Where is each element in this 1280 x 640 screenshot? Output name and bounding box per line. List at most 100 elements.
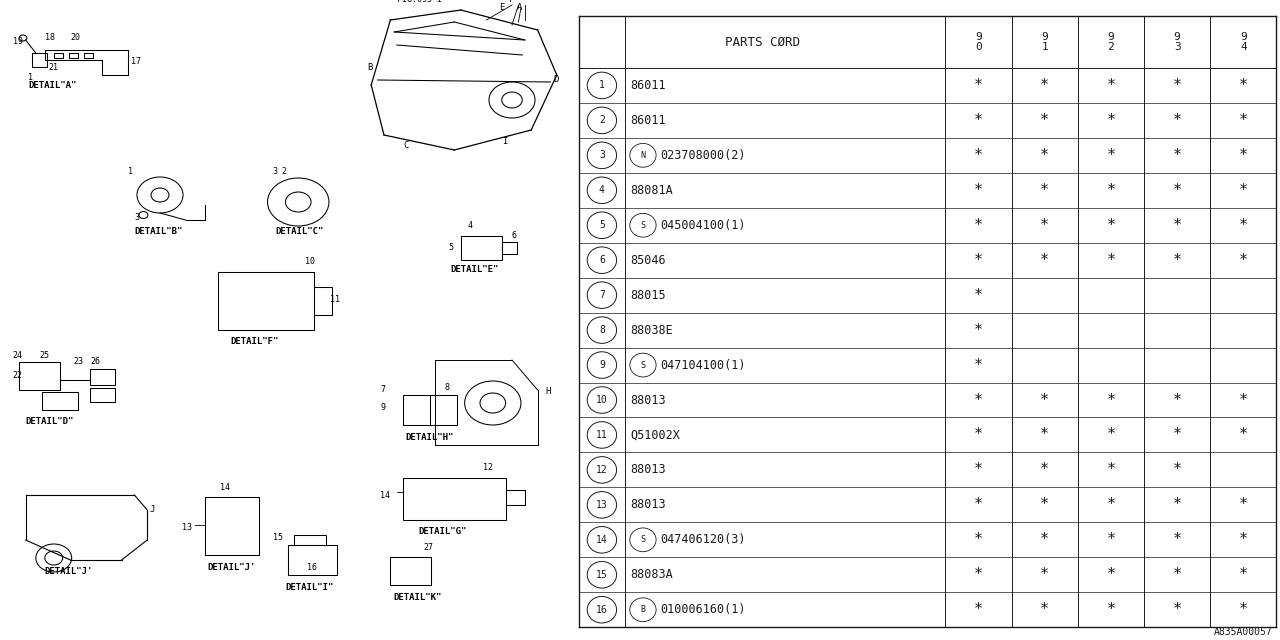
Text: 25: 25 [40, 351, 50, 360]
Text: 9: 9 [599, 360, 605, 370]
Text: *: * [1172, 78, 1181, 93]
Text: A: A [517, 3, 522, 12]
Text: *: * [1106, 148, 1115, 163]
Text: 88083A: 88083A [630, 568, 673, 581]
Text: *: * [1041, 148, 1050, 163]
Text: 1: 1 [128, 168, 133, 177]
Bar [314, 287, 332, 315]
Bar [218, 272, 314, 330]
Bar [69, 53, 78, 58]
Text: 16: 16 [596, 605, 608, 615]
Text: *: * [1172, 113, 1181, 128]
Text: 15: 15 [596, 570, 608, 580]
Text: *: * [974, 602, 983, 617]
Text: DETAIL"C": DETAIL"C" [275, 227, 324, 237]
Text: S: S [640, 360, 645, 369]
Text: 23: 23 [73, 358, 83, 367]
Text: S: S [640, 535, 645, 544]
Text: 27: 27 [424, 543, 434, 552]
Text: 12: 12 [483, 463, 493, 472]
Text: *: * [1239, 532, 1248, 547]
Bar [294, 535, 326, 545]
Text: *: * [974, 78, 983, 93]
Text: 9
2: 9 2 [1107, 33, 1115, 52]
Text: *: * [1106, 567, 1115, 582]
Text: 88015: 88015 [630, 289, 666, 301]
Text: 3: 3 [599, 150, 605, 161]
Text: F: F [509, 0, 515, 4]
Text: 22: 22 [13, 371, 23, 380]
Bar [42, 392, 78, 410]
Text: I: I [502, 138, 507, 147]
Text: *: * [1041, 392, 1050, 408]
Text: B: B [640, 605, 645, 614]
Text: 10: 10 [596, 395, 608, 405]
Text: 85046: 85046 [630, 253, 666, 267]
Bar [90, 369, 115, 385]
Text: 9
0: 9 0 [975, 33, 982, 52]
Text: *: * [1106, 183, 1115, 198]
Text: 11: 11 [596, 430, 608, 440]
Text: D: D [553, 76, 558, 84]
Text: DETAIL"K": DETAIL"K" [393, 593, 442, 602]
Text: 8: 8 [444, 383, 449, 392]
Text: 9
4: 9 4 [1240, 33, 1247, 52]
Text: *: * [1239, 567, 1248, 582]
Bar [403, 395, 457, 425]
Bar [205, 497, 259, 555]
Text: *: * [1041, 567, 1050, 582]
Text: *: * [974, 463, 983, 477]
Text: 15: 15 [273, 532, 283, 541]
Text: 13: 13 [596, 500, 608, 510]
Text: *: * [1172, 218, 1181, 233]
Text: 045004100(1): 045004100(1) [660, 219, 746, 232]
Text: *: * [1106, 253, 1115, 268]
Text: *: * [1041, 497, 1050, 513]
Text: *: * [974, 148, 983, 163]
Text: *: * [1239, 602, 1248, 617]
Text: DETAIL"B": DETAIL"B" [134, 227, 183, 237]
Text: *: * [1041, 253, 1050, 268]
Text: *: * [1041, 113, 1050, 128]
Text: *: * [974, 218, 983, 233]
Text: B: B [367, 63, 372, 72]
Text: *: * [974, 497, 983, 513]
Text: *: * [1239, 497, 1248, 513]
Bar [32, 53, 47, 67]
Text: 4: 4 [599, 186, 605, 195]
Text: 023708000(2): 023708000(2) [660, 149, 746, 162]
Text: DETAIL"A": DETAIL"A" [28, 81, 77, 90]
Text: 047104100(1): 047104100(1) [660, 358, 746, 372]
Text: 12: 12 [596, 465, 608, 475]
Text: *: * [974, 392, 983, 408]
Text: *: * [1239, 78, 1248, 93]
Bar [403, 478, 506, 520]
Text: 13: 13 [182, 522, 192, 531]
Text: 88013: 88013 [630, 394, 666, 406]
Text: *: * [974, 323, 983, 337]
Text: 14: 14 [220, 483, 230, 492]
Text: C: C [403, 141, 408, 150]
Text: 16: 16 [307, 563, 317, 572]
Text: *: * [1172, 392, 1181, 408]
Text: *: * [1239, 148, 1248, 163]
Text: FIG.095-I: FIG.095-I [397, 0, 442, 4]
Text: *: * [1239, 392, 1248, 408]
Text: *: * [1172, 497, 1181, 513]
Bar [90, 388, 115, 402]
Text: H: H [545, 387, 550, 397]
Text: *: * [974, 113, 983, 128]
Text: Q51002X: Q51002X [630, 428, 680, 442]
Bar [461, 236, 502, 260]
Text: *: * [1106, 218, 1115, 233]
Text: 18: 18 [45, 33, 55, 42]
Text: 3: 3 [273, 168, 278, 177]
Text: *: * [1172, 567, 1181, 582]
Text: 1: 1 [28, 74, 33, 83]
Text: DETAIL"G": DETAIL"G" [419, 527, 467, 536]
Text: DETAIL"H": DETAIL"H" [406, 433, 454, 442]
Text: 1: 1 [599, 81, 605, 90]
Text: E: E [499, 3, 504, 12]
Text: *: * [1239, 218, 1248, 233]
Text: 17: 17 [131, 58, 141, 67]
